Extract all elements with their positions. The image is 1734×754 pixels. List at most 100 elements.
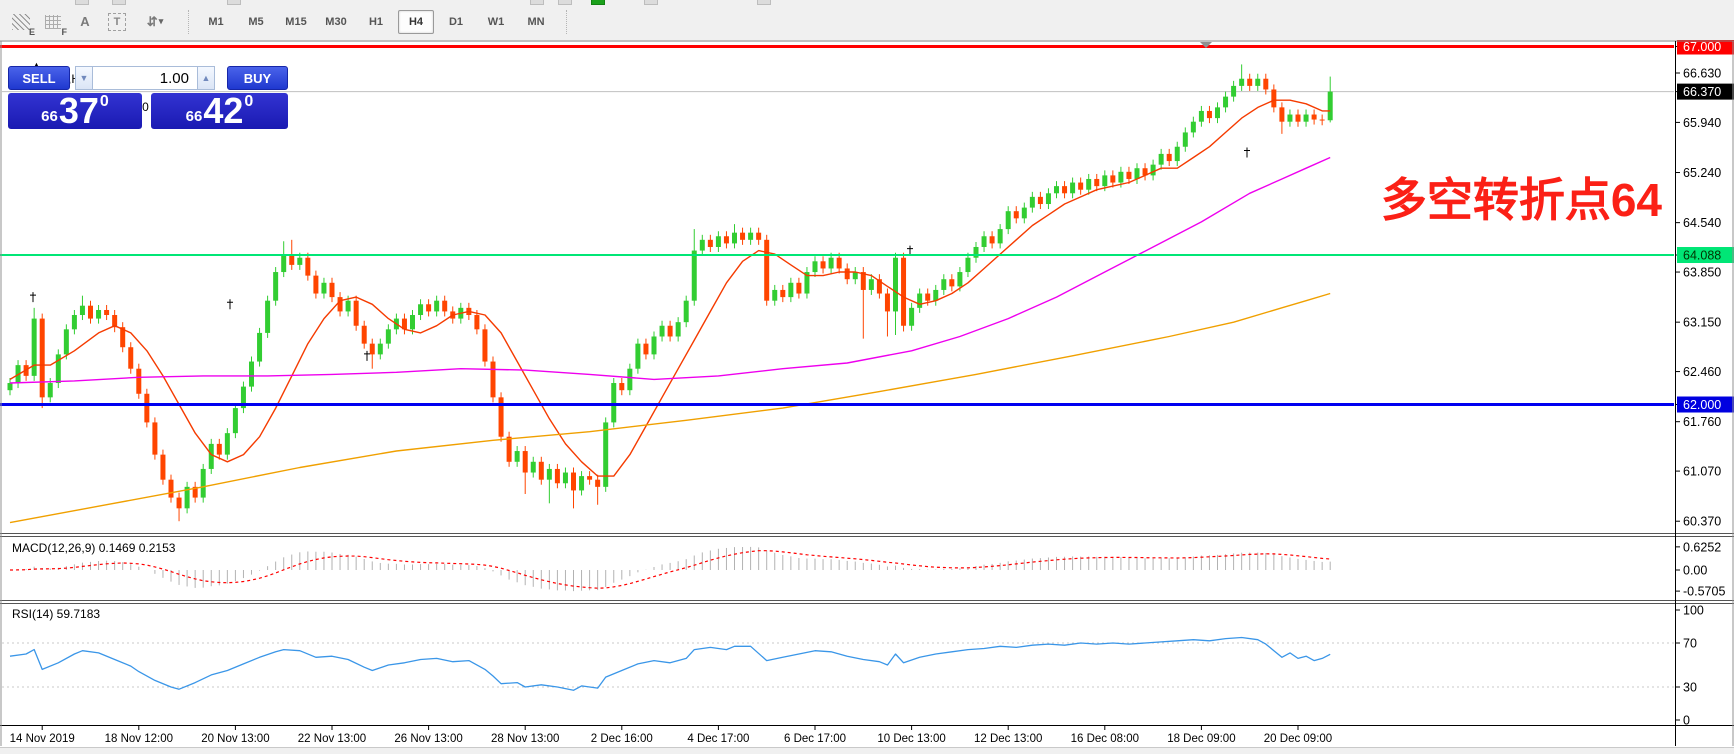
rsi-label: RSI(14) 59.7183 xyxy=(12,607,100,621)
timeframe-m30[interactable]: M30 xyxy=(325,15,347,28)
timeframe-w1[interactable]: W1 xyxy=(487,15,505,28)
bear-candle xyxy=(152,422,158,455)
rsi-line xyxy=(9,636,1331,691)
bull-candle xyxy=(1182,132,1188,147)
bear-candle xyxy=(884,293,890,312)
bull-candle xyxy=(941,279,947,290)
date-label: 20 Nov 13:00 xyxy=(201,733,269,745)
bull-candle xyxy=(63,329,69,355)
price-axis-label: 64.088 xyxy=(1683,249,1721,263)
bull-candle xyxy=(981,236,987,247)
timeframe-h4[interactable]: H4 xyxy=(398,9,434,34)
bull-candle xyxy=(249,361,254,387)
bear-candle xyxy=(723,236,729,244)
bull-candle xyxy=(257,332,263,362)
date-label: 2 Dec 16:00 xyxy=(591,733,653,745)
clipped-green-button xyxy=(591,0,605,5)
arrow-objects-icon[interactable]: ⇵ ▾ xyxy=(146,13,164,29)
bull-candle xyxy=(1029,196,1035,208)
macd-axis-label: 0.00 xyxy=(1683,564,1707,578)
bear-candle xyxy=(538,461,544,480)
bear-candle xyxy=(426,304,432,312)
volume-decrease-button[interactable]: ▼ xyxy=(75,66,93,90)
bear-candle xyxy=(707,239,713,247)
date-label: 6 Dec 17:00 xyxy=(784,733,846,745)
date-label: 14 Nov 2019 xyxy=(10,733,75,745)
chart-canvas[interactable]: MACD(12,26,9) 0.1469 0.2153 RSI(14) 59.71… xyxy=(0,40,1734,747)
bear-candle xyxy=(1263,78,1269,90)
chevron-down-icon: ▾ xyxy=(158,16,164,26)
bull-candle xyxy=(1134,168,1140,179)
bear-candle xyxy=(401,318,407,330)
date-label: 12 Dec 13:00 xyxy=(974,733,1042,745)
rsi-axis-label: 30 xyxy=(1683,681,1697,695)
date-axis[interactable]: 14 Nov 2019 18 Nov 12:00 20 Nov 13:00 22 No… xyxy=(10,726,1333,745)
bull-candle xyxy=(96,309,102,319)
bear-candle xyxy=(1062,186,1068,194)
bear-candle xyxy=(901,257,907,326)
timeframe-d1[interactable]: D1 xyxy=(448,15,464,28)
buy-button[interactable]: BUY xyxy=(227,66,288,90)
bear-candle xyxy=(305,257,311,276)
bear-candle xyxy=(1295,114,1301,122)
bear-candle xyxy=(128,347,134,369)
pattern-hatch-icon[interactable]: E xyxy=(8,9,35,37)
buy-price[interactable]: 66 42 0 xyxy=(151,93,288,129)
bear-candle xyxy=(989,236,995,244)
bear-candle xyxy=(482,329,488,362)
bear-candle xyxy=(740,232,746,240)
date-label: 18 Dec 09:00 xyxy=(1167,733,1235,745)
bear-candle xyxy=(1094,178,1100,187)
bull-candle xyxy=(31,318,37,376)
bull-candle xyxy=(1005,211,1011,230)
bear-candle xyxy=(1166,153,1172,162)
timeframe-h1[interactable]: H1 xyxy=(368,15,384,28)
bear-candle xyxy=(643,343,649,355)
volume-increase-button[interactable]: ▲ xyxy=(197,66,215,90)
bull-candle xyxy=(699,239,705,251)
rsi-axis-label: 0 xyxy=(1683,714,1690,728)
price-axis-label: 65.240 xyxy=(1683,166,1721,180)
text-label-icon[interactable]: A xyxy=(80,14,90,29)
bear-candle xyxy=(353,300,359,326)
clipped-button xyxy=(757,0,771,5)
timeframe-m15[interactable]: M15 xyxy=(285,15,307,28)
sell-price[interactable]: 66 37 0 xyxy=(8,93,142,129)
bull-candle xyxy=(893,257,898,312)
bear-candle xyxy=(369,343,375,355)
timeframe-m5[interactable]: M5 xyxy=(248,15,264,28)
bull-candle xyxy=(1215,107,1220,119)
bull-candle xyxy=(1198,110,1204,122)
bull-candle xyxy=(579,476,585,491)
bull-candle xyxy=(385,329,391,344)
bull-candle xyxy=(281,254,287,273)
price-axis-label: 62.460 xyxy=(1683,365,1721,379)
bull-candle xyxy=(71,315,77,330)
collapse-arrow-icon[interactable]: ▲ xyxy=(32,60,41,70)
bear-candle xyxy=(619,383,625,391)
chinese-annotation: 多空转折点64 xyxy=(1381,174,1663,226)
grid-icon[interactable]: F xyxy=(40,9,67,37)
timeframe-m1[interactable]: M1 xyxy=(208,15,224,28)
bull-candle xyxy=(208,443,214,469)
price-axis-label: 64.540 xyxy=(1683,216,1721,230)
bull-candle xyxy=(184,486,190,509)
bull-candle xyxy=(828,257,834,269)
bull-candle xyxy=(917,293,923,308)
price-axis[interactable]: 67.000 66.630 66.370 65.940 65.240 64.540 64.0… xyxy=(1676,40,1734,728)
volume-input[interactable] xyxy=(93,66,197,90)
text-box-icon[interactable]: T xyxy=(104,9,130,35)
chart-shift-marker xyxy=(1200,42,1212,48)
bear-candle xyxy=(88,305,93,319)
timeframe-mn[interactable]: MN xyxy=(527,15,545,28)
price-badge-black xyxy=(1677,83,1734,100)
price-axis-label: 65.940 xyxy=(1683,116,1721,130)
bear-candle xyxy=(836,257,842,269)
bear-candle xyxy=(474,315,480,330)
bull-candle xyxy=(265,300,271,333)
bear-candle xyxy=(925,293,931,301)
bear-candle xyxy=(104,309,110,316)
sell-button[interactable]: SELL xyxy=(8,66,70,90)
bull-candle xyxy=(434,300,440,312)
